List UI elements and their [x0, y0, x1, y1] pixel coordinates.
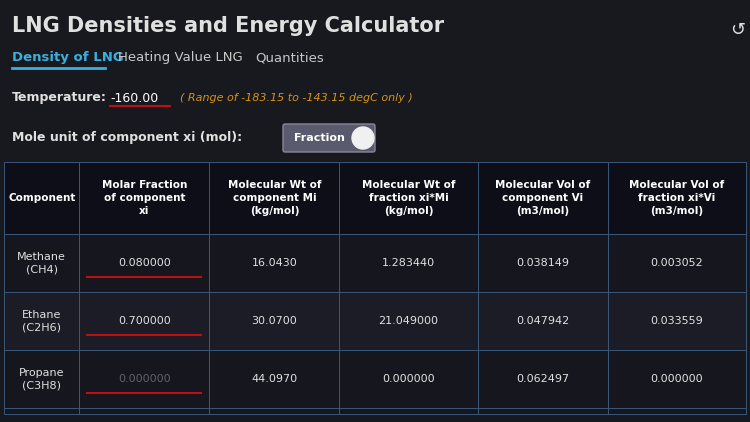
FancyBboxPatch shape — [283, 124, 375, 152]
Text: 0.080000: 0.080000 — [118, 258, 171, 268]
Bar — [478, 350, 608, 408]
Bar — [608, 292, 746, 350]
Text: ↺: ↺ — [730, 21, 746, 39]
Bar — [339, 292, 478, 350]
Bar — [80, 408, 209, 414]
Bar — [80, 234, 209, 292]
Text: Molecular Vol of
component Vi
(m3/mol): Molecular Vol of component Vi (m3/mol) — [495, 180, 590, 216]
Bar — [80, 162, 209, 234]
Text: Molar Fraction
of component
xi: Molar Fraction of component xi — [102, 180, 187, 216]
Text: 1.283440: 1.283440 — [382, 258, 435, 268]
Bar — [4, 350, 80, 408]
Bar — [478, 408, 608, 414]
Bar — [80, 292, 209, 350]
Text: Fraction: Fraction — [293, 133, 344, 143]
Text: Ethane
(C2H6): Ethane (C2H6) — [22, 310, 62, 332]
Text: Mole unit of component xi (mol):: Mole unit of component xi (mol): — [12, 132, 242, 144]
Text: 16.0430: 16.0430 — [251, 258, 297, 268]
Bar — [80, 350, 209, 408]
Text: 0.033559: 0.033559 — [650, 316, 704, 326]
Bar — [608, 408, 746, 414]
Text: LNG Densities and Energy Calculator: LNG Densities and Energy Calculator — [12, 16, 444, 36]
Text: 0.000000: 0.000000 — [118, 374, 171, 384]
Text: Molecular Wt of
fraction xi*Mi
(kg/mol): Molecular Wt of fraction xi*Mi (kg/mol) — [362, 180, 455, 216]
Text: 0.047942: 0.047942 — [516, 316, 569, 326]
Bar — [4, 234, 80, 292]
Bar — [339, 408, 478, 414]
Text: Density of LNG: Density of LNG — [12, 51, 124, 65]
Bar — [608, 350, 746, 408]
Text: Quantities: Quantities — [255, 51, 324, 65]
Text: Component: Component — [8, 193, 76, 203]
Bar — [209, 162, 339, 234]
Bar — [209, 292, 339, 350]
Bar — [4, 408, 80, 414]
Text: 44.0970: 44.0970 — [251, 374, 298, 384]
Text: 30.0700: 30.0700 — [251, 316, 297, 326]
Bar — [339, 350, 478, 408]
Text: Propane
(C3H8): Propane (C3H8) — [19, 368, 64, 390]
Bar — [339, 162, 478, 234]
Bar — [478, 234, 608, 292]
Text: Heating Value LNG: Heating Value LNG — [118, 51, 243, 65]
Text: 0.003052: 0.003052 — [650, 258, 704, 268]
Text: 21.049000: 21.049000 — [379, 316, 439, 326]
Text: Molecular Vol of
fraction xi*Vi
(m3/mol): Molecular Vol of fraction xi*Vi (m3/mol) — [629, 180, 724, 216]
Bar — [4, 292, 80, 350]
Text: 0.700000: 0.700000 — [118, 316, 171, 326]
Bar — [608, 162, 746, 234]
Bar — [608, 234, 746, 292]
Bar — [478, 162, 608, 234]
Text: 0.000000: 0.000000 — [650, 374, 704, 384]
Text: 0.000000: 0.000000 — [382, 374, 435, 384]
Bar — [339, 234, 478, 292]
Text: Molecular Wt of
component Mi
(kg/mol): Molecular Wt of component Mi (kg/mol) — [228, 180, 321, 216]
Bar — [209, 408, 339, 414]
Bar — [209, 350, 339, 408]
Text: Temperature:: Temperature: — [12, 92, 106, 105]
Text: 0.062497: 0.062497 — [516, 374, 569, 384]
Bar — [4, 162, 80, 234]
Text: -160.00: -160.00 — [110, 92, 158, 105]
Text: 0.038149: 0.038149 — [516, 258, 569, 268]
Text: Methane
(CH4): Methane (CH4) — [17, 252, 66, 274]
Bar — [209, 234, 339, 292]
Bar — [478, 292, 608, 350]
Text: ( Range of -183.15 to -143.15 degC only ): ( Range of -183.15 to -143.15 degC only … — [180, 93, 412, 103]
Circle shape — [352, 127, 374, 149]
